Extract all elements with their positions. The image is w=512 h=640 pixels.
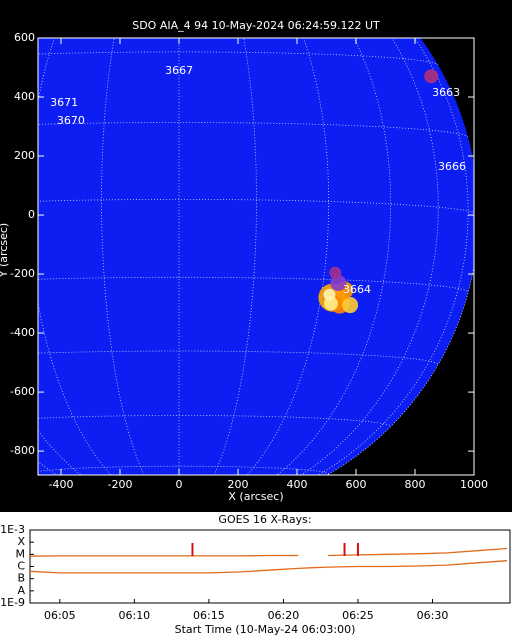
x-tick-label: 600 [346, 478, 367, 491]
coordinate-grid [213, 38, 257, 475]
y-tick-label: B [17, 572, 25, 585]
x-tick-label: 400 [287, 478, 308, 491]
y-tick-label: -200 [10, 267, 35, 280]
y-tick-label: -800 [10, 444, 35, 457]
x-tick-label: 06:05 [44, 609, 76, 622]
y-tick-label: 600 [14, 31, 35, 44]
region-label: 3663 [432, 86, 460, 99]
x-tick-label: 06:20 [268, 609, 300, 622]
y-tick-label: 200 [14, 149, 35, 162]
y-tick-label: -600 [10, 385, 35, 398]
coordinate-grid [246, 38, 330, 475]
region-label: 3666 [438, 160, 466, 173]
y-tick-label: 0 [28, 208, 35, 221]
region-label: 3671 [50, 96, 78, 109]
y-tick-label: 1E-9 [0, 596, 25, 609]
flare-glow [342, 297, 359, 314]
coordinate-grid [38, 465, 330, 475]
solar-disk [38, 38, 474, 475]
y-tick-label: C [17, 560, 25, 573]
x-tick-label: -200 [108, 478, 133, 491]
x-tick-label: 06:25 [342, 609, 374, 622]
y-tick-label: M [16, 547, 26, 560]
x-tick-label: 200 [228, 478, 249, 491]
coordinate-grid [38, 414, 392, 427]
x-tick-label: 06:30 [417, 609, 449, 622]
plot-background [0, 512, 512, 640]
coordinate-grid [317, 38, 469, 475]
flare-glow [323, 288, 336, 301]
y-tick-label: A [17, 584, 25, 597]
y-tick-label: -400 [10, 326, 35, 339]
solar-image: 3667 3671 3670 3663 3666 3664 [38, 38, 474, 475]
x-tick-label: -400 [49, 478, 74, 491]
x-tick-label: 800 [405, 478, 426, 491]
region-label: 3667 [165, 64, 193, 77]
region-label: 3670 [57, 114, 85, 127]
plot-frame [37, 37, 475, 476]
x-axis-label: Start Time (10-May-24 06:03:00) [175, 623, 356, 636]
xray-flux-line [29, 560, 508, 574]
coordinate-grid [38, 38, 112, 475]
x-tick-label: 06:10 [118, 609, 150, 622]
chart-title: SDO AIA_4 94 10-May-2024 06:24:59.122 UT [132, 19, 380, 32]
x-tick-label: 0 [176, 478, 183, 491]
y-tick-label: 400 [14, 90, 35, 103]
flare-glow [329, 266, 342, 279]
x-tick-label: 06:15 [193, 609, 225, 622]
region-label: 3664 [343, 283, 371, 296]
y-axis-label: Y (arcsec) [0, 223, 10, 278]
flare-glow [330, 274, 347, 291]
coordinate-grid [38, 199, 474, 213]
x-axis-label: X (arcsec) [228, 490, 283, 503]
x-tick-label: 1000 [460, 478, 488, 491]
flare-glow [424, 69, 439, 84]
chart-title: GOES 16 X-Rays: [218, 513, 311, 526]
y-tick-label: 1E-3 [0, 523, 25, 536]
coordinate-grid [101, 38, 145, 475]
y-tick-label: X [17, 535, 25, 548]
